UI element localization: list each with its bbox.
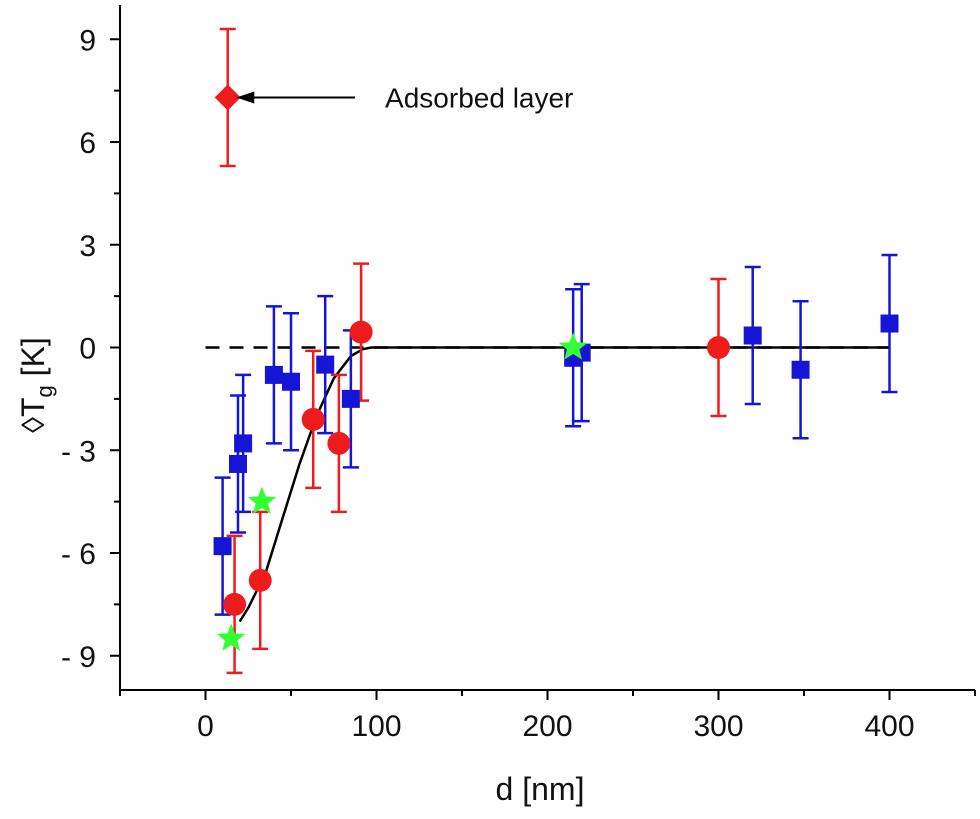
x-tick-label: 200	[522, 710, 572, 743]
y-tick-label: 9	[79, 24, 96, 57]
circle-marker	[349, 320, 373, 344]
fit-curve-group	[238, 346, 890, 623]
y-axis-label-main: ◊T	[15, 397, 51, 432]
square-marker	[264, 365, 283, 384]
diamond-marker	[214, 84, 241, 111]
y-tick-label: - 9	[61, 641, 96, 674]
y-axis-label-group: ◊Tg [K]	[15, 337, 57, 433]
x-tick-label: 300	[693, 710, 743, 743]
y-tick-label: 6	[79, 127, 96, 160]
annotations: Adsorbed layer	[236, 82, 573, 113]
square-marker	[316, 355, 335, 374]
y-tick-label: 0	[79, 333, 96, 366]
circle-marker	[707, 336, 730, 359]
square-marker	[743, 326, 762, 345]
fit-curve	[238, 346, 890, 623]
square-marker	[341, 389, 360, 408]
circle-marker	[327, 431, 351, 455]
tick-labels: 0 100 200 300 400 9 6 3 0 - 3 - 6 - 9	[61, 24, 915, 743]
annotation-arrow-head	[236, 91, 255, 104]
data-markers	[213, 84, 899, 651]
annotation-label: Adsorbed layer	[385, 82, 573, 113]
x-tick-label: 400	[864, 710, 914, 743]
x-tick-label: 0	[197, 710, 214, 743]
star-marker	[247, 486, 277, 514]
square-marker	[880, 314, 899, 333]
square-marker	[282, 372, 300, 391]
y-tick-label: - 3	[61, 435, 96, 468]
x-axis-label: d [nm]	[496, 771, 585, 807]
circle-marker	[248, 568, 272, 592]
error-bars	[214, 27, 898, 675]
y-axis-label-subscript: g	[32, 385, 57, 397]
y-tick-label: - 6	[61, 538, 96, 571]
square-marker	[791, 360, 810, 379]
square-marker	[228, 454, 247, 473]
y-axis-label: ◊Tg [K]	[15, 337, 57, 433]
y-axis-label-unit: [K]	[15, 337, 51, 385]
square-marker	[213, 537, 232, 556]
square-marker	[234, 434, 253, 453]
circle-marker	[301, 407, 325, 431]
x-tick-label: 100	[351, 710, 401, 743]
circle-marker	[223, 592, 247, 616]
star-marker	[216, 623, 246, 651]
tick-marks	[110, 38, 976, 700]
star-marker	[558, 332, 588, 360]
y-tick-label: 3	[79, 230, 96, 263]
